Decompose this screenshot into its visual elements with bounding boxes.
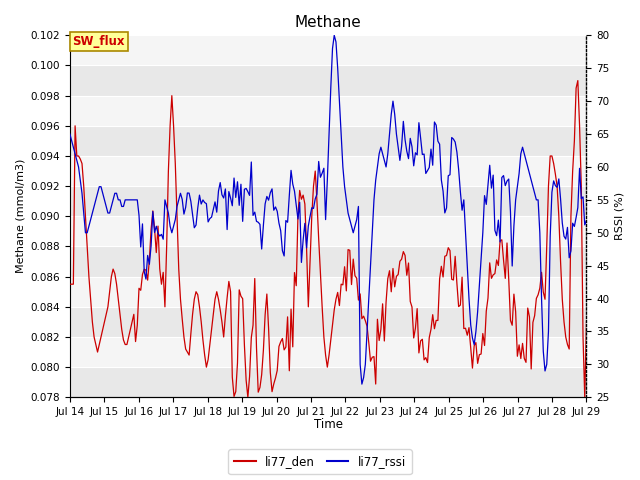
- Bar: [70, 96, 586, 126]
- Bar: [70, 156, 586, 186]
- Bar: [70, 276, 586, 307]
- Bar: [70, 36, 586, 65]
- Text: SW_flux: SW_flux: [72, 36, 125, 48]
- Bar: [70, 216, 586, 246]
- Bar: [70, 307, 586, 337]
- X-axis label: Time: Time: [314, 419, 342, 432]
- Y-axis label: RSSI (%): RSSI (%): [615, 192, 625, 240]
- Y-axis label: Methane (mmol/m3): Methane (mmol/m3): [15, 159, 25, 274]
- Bar: [70, 246, 586, 276]
- Bar: [70, 337, 586, 367]
- Title: Methane: Methane: [295, 15, 362, 30]
- Bar: [70, 65, 586, 96]
- Legend: li77_den, li77_rssi: li77_den, li77_rssi: [228, 449, 412, 474]
- Bar: [70, 367, 586, 397]
- Bar: [70, 126, 586, 156]
- Bar: [70, 186, 586, 216]
